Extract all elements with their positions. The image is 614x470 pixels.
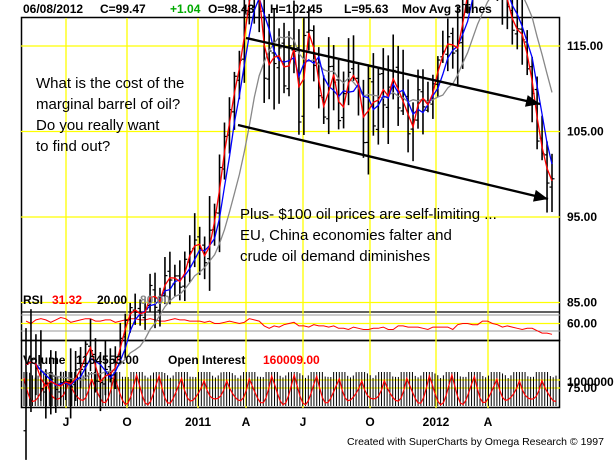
price-bar <box>471 0 474 13</box>
header-open: O=98.43 <box>208 2 255 16</box>
question-line-4: to find out? <box>36 138 110 155</box>
price-bar <box>544 141 550 213</box>
rsi-upper: 20.00 <box>97 293 127 307</box>
price-bar <box>450 27 456 69</box>
price-tick-label: 115.00 <box>567 39 603 53</box>
price-tick-label: 105.00 <box>567 125 604 139</box>
volume-panel-frame <box>20 339 561 409</box>
rsi-value: 31.32 <box>52 293 82 307</box>
time-tick-label: J <box>300 415 307 429</box>
rsi-lower: 80.00 <box>140 293 170 307</box>
volume-header: Volume 1164553.00 Open Interest 160009.0… <box>23 353 320 367</box>
price-bar <box>102 340 108 396</box>
price-bar <box>415 69 421 129</box>
trend-channel <box>237 36 549 202</box>
header-indicator: Mov Avg 3 lines <box>402 2 492 16</box>
header-low: L=95.63 <box>344 2 389 16</box>
axis-labels: 125.00115.00105.0095.0085.0075.0060.0010… <box>63 39 614 429</box>
price-bar <box>73 350 79 401</box>
annotation-thesis: Plus- $100 oil prices are self-limiting … <box>240 206 497 265</box>
price-bar <box>435 56 441 97</box>
trend-channel-upper <box>245 36 541 107</box>
annotation-question: What is the cost of the marginal barrel … <box>36 75 184 155</box>
volume-label: Volume <box>23 353 66 367</box>
rsi-label: RSI <box>23 293 43 307</box>
moving-averages <box>25 0 553 388</box>
price-bar <box>420 69 426 135</box>
trend-arrowhead <box>525 95 540 107</box>
time-tick-label: O <box>122 415 131 429</box>
header-change: +1.04 <box>170 2 201 16</box>
price-bar <box>271 8 277 110</box>
price-bar <box>375 67 381 145</box>
rsi-line <box>25 316 553 335</box>
time-tick-label: 2012 <box>423 415 450 429</box>
time-tick-label: J <box>63 415 70 429</box>
volume-value: 1164553.00 <box>76 353 139 367</box>
question-line-2: marginal barrel of oil? <box>36 96 180 113</box>
thesis-line-2: EU, China economies falter and <box>240 227 452 244</box>
price-bar <box>152 272 158 329</box>
time-tick-label: A <box>242 415 251 429</box>
price-tick-label: 85.00 <box>567 296 597 310</box>
price-bar <box>395 45 401 126</box>
price-bar <box>162 257 168 305</box>
trend-arrowhead <box>533 189 548 202</box>
rsi-tick-label: 60.00 <box>567 317 597 331</box>
price-bar <box>336 60 342 130</box>
price-bar <box>38 330 44 401</box>
price-bar <box>306 6 312 51</box>
price-bar <box>202 236 208 280</box>
header-date: 06/08/2012 <box>23 2 83 16</box>
volume-panel <box>23 372 557 406</box>
trend-channel-lower <box>237 123 549 202</box>
price-bar <box>281 22 287 94</box>
price-bar <box>241 0 247 83</box>
price-bar <box>460 0 466 69</box>
volume-tick-label: 1000000 <box>567 375 614 389</box>
open-interest-line <box>23 372 557 406</box>
ma-fast-line <box>25 0 553 388</box>
time-tick-label: O <box>365 415 374 429</box>
rsi-panel <box>25 316 553 335</box>
price-bar <box>276 28 282 104</box>
trend-line <box>245 36 541 106</box>
price-tick-label: 75.00 <box>567 381 597 395</box>
open-interest-value: 160009.00 <box>263 353 320 367</box>
price-bar <box>137 299 143 326</box>
price-bar <box>501 0 504 25</box>
price-bar <box>83 340 89 380</box>
header-high: H=102.45 <box>270 2 323 16</box>
thesis-line-3: crude oil demand diminishes <box>240 248 430 265</box>
question-line-1: What is the cost of the <box>36 75 184 92</box>
time-tick-label: A <box>484 415 493 429</box>
price-header: 06/08/2012 C=99.47 +1.04 O=98.43 H=102.4… <box>23 2 492 16</box>
thesis-line-1: Plus- $100 oil prices are self-limiting … <box>240 206 497 223</box>
rsi-header: RSI 31.32 20.00 80.00 <box>23 293 170 307</box>
price-bar <box>341 71 347 129</box>
price-tick-label: 95.00 <box>567 210 597 224</box>
open-interest-label: Open Interest <box>168 353 245 367</box>
header-close: C=99.47 <box>100 2 146 16</box>
trend-line <box>237 123 549 201</box>
time-tick-label: 2011 <box>185 415 211 429</box>
ma-mid-line <box>25 0 553 386</box>
question-line-3: Do you really want <box>36 117 160 134</box>
credit-text: Created with SuperCharts by Omega Resear… <box>347 436 604 448</box>
price-bar <box>380 48 386 128</box>
price-bar <box>217 154 223 253</box>
